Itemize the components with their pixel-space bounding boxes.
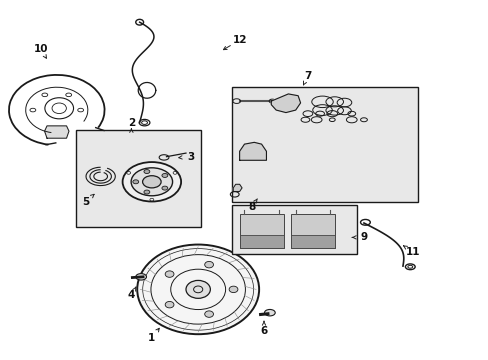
Polygon shape xyxy=(271,94,300,113)
Text: 6: 6 xyxy=(260,325,267,336)
Ellipse shape xyxy=(165,301,174,308)
Text: 5: 5 xyxy=(82,197,89,207)
Ellipse shape xyxy=(122,162,181,202)
Ellipse shape xyxy=(143,190,149,194)
Text: 3: 3 xyxy=(187,152,194,162)
Text: 9: 9 xyxy=(360,232,367,242)
Ellipse shape xyxy=(133,180,139,184)
Text: 4: 4 xyxy=(127,291,135,301)
Text: 7: 7 xyxy=(304,71,311,81)
Bar xyxy=(290,214,334,248)
Bar xyxy=(239,234,283,248)
Ellipse shape xyxy=(162,186,167,190)
Text: 8: 8 xyxy=(248,202,255,212)
Ellipse shape xyxy=(229,286,238,293)
Ellipse shape xyxy=(143,170,149,174)
Bar xyxy=(290,234,334,248)
Bar xyxy=(232,205,356,253)
Bar xyxy=(76,130,200,226)
Ellipse shape xyxy=(162,174,167,177)
Polygon shape xyxy=(239,142,266,160)
Ellipse shape xyxy=(142,176,161,188)
Ellipse shape xyxy=(136,274,146,280)
Ellipse shape xyxy=(204,311,213,317)
Ellipse shape xyxy=(185,280,210,298)
Text: 2: 2 xyxy=(127,118,135,128)
Text: 10: 10 xyxy=(33,44,48,54)
Bar xyxy=(232,87,417,202)
Text: 12: 12 xyxy=(232,35,246,45)
Polygon shape xyxy=(44,126,69,138)
Ellipse shape xyxy=(131,168,172,196)
Ellipse shape xyxy=(264,310,275,316)
Bar xyxy=(239,214,283,248)
Ellipse shape xyxy=(204,261,213,268)
Ellipse shape xyxy=(137,244,259,334)
Polygon shape xyxy=(233,184,242,192)
Ellipse shape xyxy=(165,271,174,277)
Text: 11: 11 xyxy=(405,247,419,257)
Text: 1: 1 xyxy=(148,333,155,343)
